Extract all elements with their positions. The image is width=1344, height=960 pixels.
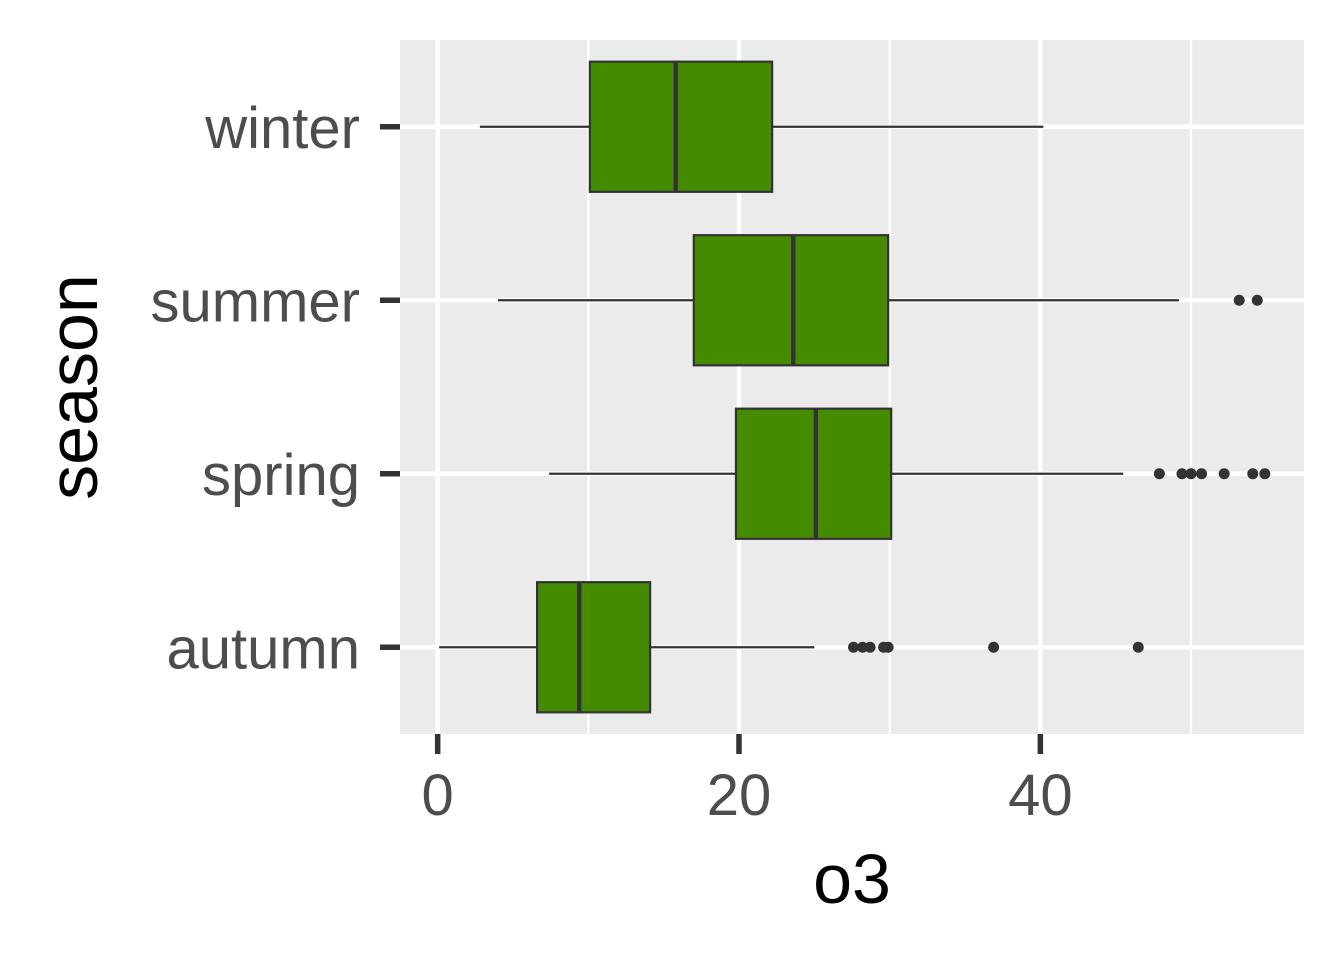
x-tick-label: 20 xyxy=(707,763,772,828)
y-tick-label: autumn xyxy=(167,616,360,681)
plot-panel xyxy=(400,40,1304,734)
box-iqr xyxy=(734,407,893,540)
box-series xyxy=(439,60,1271,714)
outlier-point xyxy=(1233,294,1245,306)
outlier-point xyxy=(857,641,869,653)
box-autumn xyxy=(439,581,1144,714)
box-spring xyxy=(549,407,1271,540)
outlier-point xyxy=(1176,468,1188,480)
box-winter xyxy=(479,60,1044,193)
outlier-point xyxy=(848,641,860,653)
outlier-point xyxy=(988,641,1000,653)
x-axis-title: o3 xyxy=(813,840,891,918)
outlier-point xyxy=(1247,468,1259,480)
y-axis: winter summer spring autumn xyxy=(151,96,400,681)
y-tick-label: winter xyxy=(204,96,360,161)
x-tick-label: 40 xyxy=(1008,763,1073,828)
box-iqr xyxy=(536,581,652,714)
outlier-point xyxy=(1196,468,1208,480)
box-iqr xyxy=(588,60,774,193)
outlier-point xyxy=(882,641,894,653)
outlier-point xyxy=(1185,468,1197,480)
outlier-point xyxy=(1132,641,1144,653)
x-tick-label: 0 xyxy=(422,763,454,828)
outlier-point xyxy=(864,641,876,653)
y-tick-label: spring xyxy=(202,443,360,508)
box-iqr xyxy=(692,234,890,367)
outlier-point xyxy=(1259,468,1271,480)
outlier-point xyxy=(1218,468,1230,480)
x-axis: 0 20 40 xyxy=(422,734,1073,828)
box-summer xyxy=(497,234,1263,367)
y-axis-title: season xyxy=(34,274,112,500)
y-tick-label: summer xyxy=(151,269,360,334)
outlier-point xyxy=(1153,468,1165,480)
outlier-point xyxy=(1251,294,1263,306)
